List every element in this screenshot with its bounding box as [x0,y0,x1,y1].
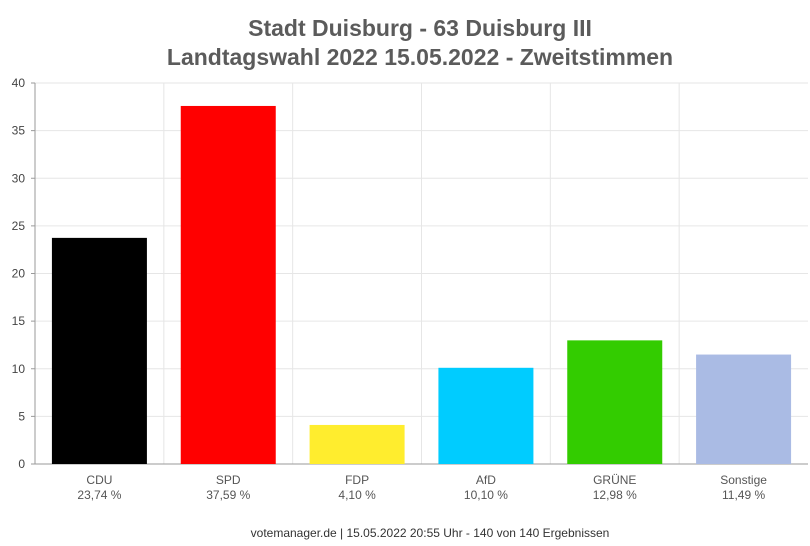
chart-subtitle: Landtagswahl 2022 15.05.2022 - Zweitstim… [166,44,674,70]
bar-fdp[interactable] [309,424,405,464]
x-category-label: SPD [216,473,241,487]
y-tick-label: 35 [12,124,26,138]
y-tick-label: 40 [12,76,26,90]
y-tick-label: 20 [12,267,26,281]
grid-lines [35,82,808,465]
x-value-label: 10,10 % [464,488,508,502]
x-category-label: GRÜNE [593,473,636,487]
y-tick-label: 15 [12,314,26,328]
x-value-label: 12,98 % [593,488,637,502]
y-tick-label: 10 [12,362,26,376]
x-value-label: 37,59 % [206,488,250,502]
y-tick-label: 5 [18,409,25,423]
x-category-label: AfD [476,473,496,487]
x-category-label: FDP [345,473,369,487]
x-value-label: 4,10 % [338,488,376,502]
bar-gr-ne[interactable] [567,340,663,464]
bar-cdu[interactable] [51,237,147,464]
x-category-label: Sonstige [720,473,767,487]
bar-spd[interactable] [180,105,276,464]
y-axis: 0 5 10 15 20 25 30 35 40 [12,76,808,471]
bar-sonstige[interactable] [696,354,792,464]
y-tick-label: 25 [12,219,26,233]
y-tick-label: 30 [12,171,26,185]
bars [51,105,792,464]
x-value-label: 11,49 % [722,488,765,502]
bar-afd[interactable] [438,367,534,464]
x-value-label: 23,74 % [77,488,121,502]
y-tick-label: 0 [18,457,25,471]
footer-text: votemanager.de | 15.05.2022 20:55 Uhr - … [250,526,610,540]
chart-title: Stadt Duisburg - 63 Duisburg III [248,15,592,41]
x-category-label: CDU [86,473,112,487]
